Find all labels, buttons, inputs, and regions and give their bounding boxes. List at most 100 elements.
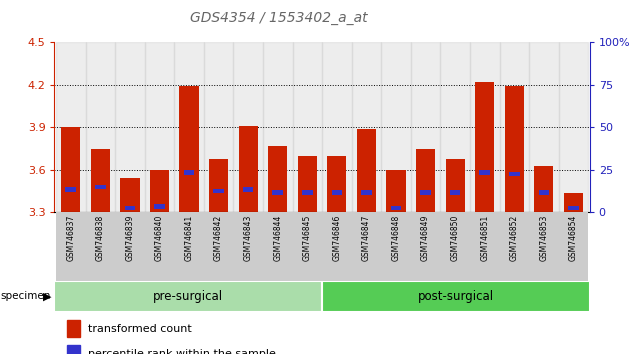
- Text: specimen: specimen: [1, 291, 51, 302]
- Text: GSM746845: GSM746845: [303, 215, 312, 261]
- Text: percentile rank within the sample: percentile rank within the sample: [88, 349, 276, 354]
- Bar: [302, 190, 313, 195]
- Bar: [450, 190, 460, 195]
- Text: GSM746838: GSM746838: [96, 215, 105, 261]
- Bar: [479, 171, 490, 175]
- Bar: [499, 42, 529, 212]
- Bar: [381, 42, 411, 212]
- Bar: [233, 212, 263, 281]
- Bar: [233, 42, 263, 212]
- Bar: [179, 86, 199, 212]
- Bar: [85, 212, 115, 281]
- Bar: [67, 320, 80, 337]
- Text: GDS4354 / 1553402_a_at: GDS4354 / 1553402_a_at: [190, 11, 368, 25]
- Bar: [391, 206, 401, 210]
- Bar: [204, 212, 233, 281]
- Text: GSM746839: GSM746839: [126, 215, 135, 261]
- Bar: [538, 190, 549, 195]
- Bar: [499, 212, 529, 281]
- Bar: [67, 345, 80, 354]
- Bar: [56, 42, 85, 212]
- Bar: [121, 178, 140, 212]
- Bar: [263, 212, 292, 281]
- Bar: [145, 212, 174, 281]
- Bar: [559, 212, 588, 281]
- Bar: [184, 171, 194, 175]
- Bar: [115, 212, 145, 281]
- Text: pre-surgical: pre-surgical: [153, 290, 223, 303]
- Bar: [209, 159, 228, 212]
- Bar: [470, 212, 499, 281]
- Bar: [411, 212, 440, 281]
- Bar: [322, 212, 352, 281]
- Bar: [529, 212, 559, 281]
- Bar: [204, 42, 233, 212]
- Text: GSM746854: GSM746854: [569, 215, 578, 261]
- Text: GSM746837: GSM746837: [66, 215, 75, 261]
- Bar: [322, 42, 352, 212]
- Text: GSM746842: GSM746842: [214, 215, 223, 261]
- Bar: [297, 156, 317, 212]
- Bar: [150, 170, 169, 212]
- Bar: [85, 42, 115, 212]
- Text: GSM746851: GSM746851: [480, 215, 489, 261]
- Bar: [357, 129, 376, 212]
- Bar: [61, 127, 80, 212]
- Bar: [292, 212, 322, 281]
- Bar: [387, 170, 406, 212]
- Bar: [535, 166, 553, 212]
- Bar: [272, 190, 283, 195]
- Bar: [504, 86, 524, 212]
- Bar: [263, 42, 292, 212]
- Text: ▶: ▶: [43, 291, 51, 302]
- Text: GSM746850: GSM746850: [451, 215, 460, 261]
- Bar: [322, 281, 590, 312]
- Bar: [564, 193, 583, 212]
- Bar: [352, 42, 381, 212]
- Bar: [470, 42, 499, 212]
- Bar: [213, 189, 224, 193]
- Bar: [529, 42, 559, 212]
- Bar: [416, 149, 435, 212]
- Text: GSM746848: GSM746848: [392, 215, 401, 261]
- Bar: [328, 156, 347, 212]
- Bar: [65, 188, 76, 192]
- Text: GSM746853: GSM746853: [539, 215, 549, 261]
- Text: GSM746844: GSM746844: [273, 215, 282, 261]
- Bar: [411, 42, 440, 212]
- Bar: [559, 42, 588, 212]
- Bar: [509, 172, 520, 176]
- Bar: [568, 206, 579, 210]
- Bar: [352, 212, 381, 281]
- Bar: [174, 212, 204, 281]
- Bar: [91, 149, 110, 212]
- Text: GSM746843: GSM746843: [244, 215, 253, 261]
- Text: transformed count: transformed count: [88, 324, 192, 334]
- Bar: [56, 212, 85, 281]
- Bar: [115, 42, 145, 212]
- Bar: [174, 42, 204, 212]
- Text: post-surgical: post-surgical: [418, 290, 494, 303]
- Bar: [154, 205, 165, 209]
- Text: GSM746849: GSM746849: [421, 215, 430, 261]
- Bar: [361, 190, 372, 195]
- Bar: [440, 42, 470, 212]
- Bar: [445, 159, 465, 212]
- Bar: [331, 190, 342, 195]
- Text: GSM746846: GSM746846: [333, 215, 342, 261]
- Bar: [238, 126, 258, 212]
- Bar: [475, 82, 494, 212]
- Bar: [268, 146, 287, 212]
- Bar: [292, 42, 322, 212]
- Bar: [54, 281, 322, 312]
- Bar: [95, 185, 106, 189]
- Bar: [145, 42, 174, 212]
- Text: GSM746841: GSM746841: [185, 215, 194, 261]
- Bar: [124, 206, 135, 210]
- Bar: [243, 188, 253, 192]
- Text: GSM746847: GSM746847: [362, 215, 371, 261]
- Text: GSM746840: GSM746840: [155, 215, 164, 261]
- Text: GSM746852: GSM746852: [510, 215, 519, 261]
- Bar: [420, 190, 431, 195]
- Bar: [381, 212, 411, 281]
